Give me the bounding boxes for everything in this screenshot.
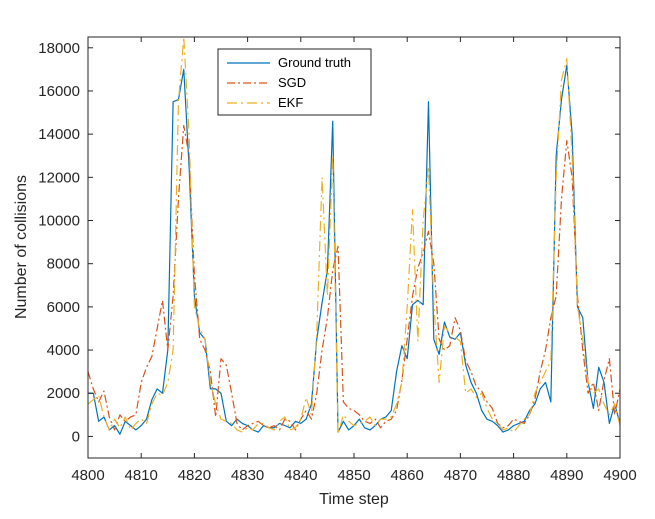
x-tick-label: 4800 xyxy=(71,467,104,484)
x-tick-label: 4860 xyxy=(391,467,424,484)
x-tick-label: 4890 xyxy=(550,467,583,484)
x-tick-label: 4840 xyxy=(284,467,317,484)
y-tick-label: 16000 xyxy=(38,83,80,100)
y-tick-label: 2000 xyxy=(47,385,80,402)
x-tick-label: 4810 xyxy=(125,467,158,484)
y-tick-label: 14000 xyxy=(38,126,80,143)
y-tick-label: 4000 xyxy=(47,342,80,359)
legend-box xyxy=(217,48,372,116)
x-tick-label: 4830 xyxy=(231,467,264,484)
ticks-layer: 4800 4810 4820 4830 4840 4850 4860 4870 4880 4890… xyxy=(38,37,637,484)
x-tick-label: 4880 xyxy=(497,467,530,484)
x-tick-label: 4850 xyxy=(337,467,370,484)
y-tick-label: 8000 xyxy=(47,256,80,273)
y-tick-label: 6000 xyxy=(47,299,80,316)
x-tick-label: 4900 xyxy=(603,467,636,484)
series-layer xyxy=(87,36,621,435)
legend: Ground truth SGD EKF xyxy=(217,48,372,116)
legend-label-ground-truth: Ground truth xyxy=(278,55,351,70)
series-line-ekf xyxy=(87,36,621,435)
x-tick-label: 4870 xyxy=(444,467,477,484)
x-axis-label: Time step xyxy=(319,491,389,508)
x-tick-label: 4820 xyxy=(178,467,211,484)
y-tick-label: 12000 xyxy=(38,169,80,186)
y-tick-label: 18000 xyxy=(38,40,80,57)
legend-label-sgd: SGD xyxy=(278,75,306,90)
legend-label-ekf: EKF xyxy=(278,95,303,110)
y-tick-label: 0 xyxy=(72,428,80,445)
y-tick-label: 10000 xyxy=(38,213,80,230)
y-axis-label: Number of collisions xyxy=(13,175,30,319)
